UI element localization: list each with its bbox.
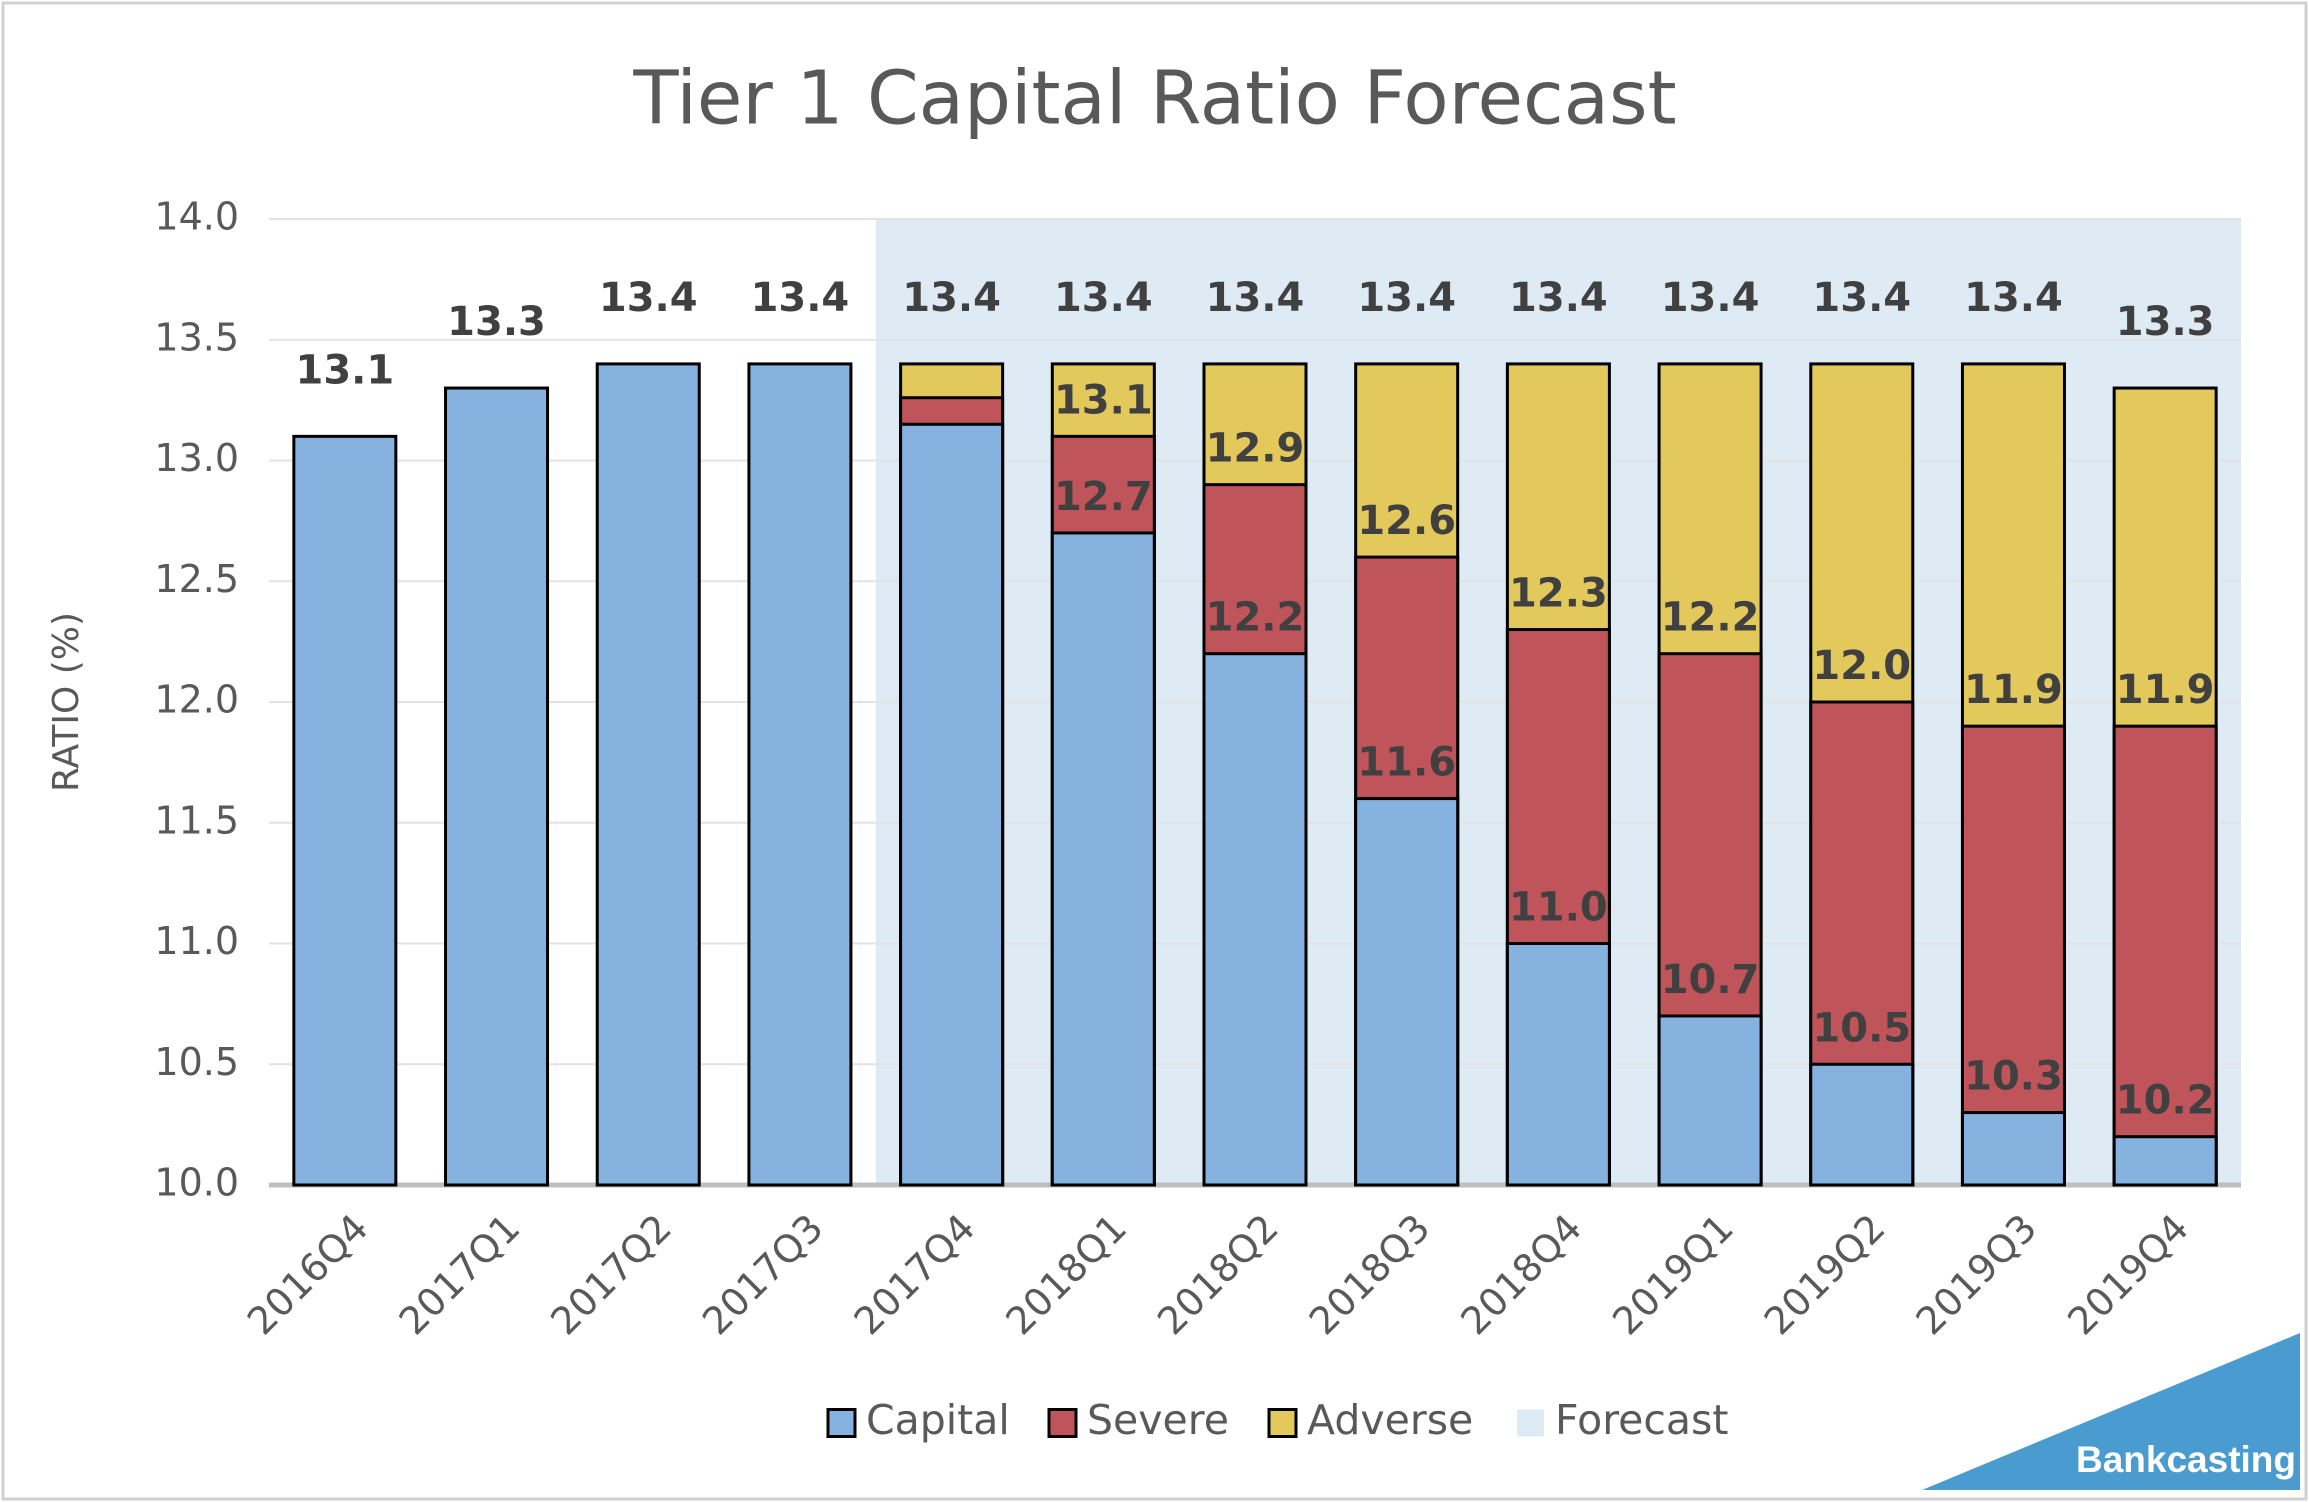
brand-text: Bankcasting (2076, 1439, 2296, 1480)
bar (747, 362, 853, 1187)
data-label: 11.9 (1964, 667, 2063, 713)
y-tick-label: 10.5 (154, 1040, 239, 1084)
data-label: 13.4 (1661, 275, 1760, 321)
legend-label: Severe (1087, 1396, 1229, 1444)
data-label: 11.6 (1357, 740, 1456, 786)
legend-label: Forecast (1555, 1396, 1729, 1444)
data-label: 10.5 (1812, 1005, 1911, 1051)
bar (2112, 1135, 2218, 1187)
y-tick-label: 12.5 (154, 557, 239, 601)
data-label: 13.4 (1054, 275, 1153, 321)
bar (2112, 724, 2218, 1187)
brand-banner (1922, 1333, 2300, 1490)
data-label: 13.1 (295, 347, 394, 393)
y-tick-label: 12.0 (154, 678, 239, 722)
legend-swatch (826, 1408, 857, 1438)
data-label: 13.4 (751, 275, 850, 321)
data-label: 12.3 (1509, 571, 1608, 617)
data-label: 13.4 (1509, 275, 1608, 321)
data-label: 13.3 (447, 299, 546, 345)
data-label: 12.2 (1661, 595, 1760, 641)
y-tick-label: 13.5 (154, 315, 239, 359)
legend-label: Adverse (1307, 1396, 1473, 1444)
bar (444, 386, 550, 1187)
y-tick-label: 11.0 (154, 919, 239, 963)
bar (1960, 1111, 2066, 1187)
data-label: 13.4 (1206, 275, 1305, 321)
data-label: 12.9 (1206, 426, 1305, 472)
data-label: 13.4 (599, 275, 698, 321)
data-label: 12.7 (1054, 474, 1153, 520)
data-label: 11.9 (2116, 667, 2215, 713)
legend-swatch (1267, 1408, 1298, 1438)
data-label: 13.4 (902, 275, 1001, 321)
bar (1354, 797, 1460, 1187)
bar (1050, 531, 1156, 1187)
bar (1657, 1014, 1763, 1187)
legend-label: Capital (866, 1396, 1010, 1444)
y-tick-label: 14.0 (154, 195, 239, 239)
bar (292, 434, 398, 1187)
y-tick-label: 13.0 (154, 436, 239, 480)
data-label: 11.0 (1509, 885, 1608, 931)
data-label: 13.3 (2116, 299, 2215, 345)
legend-swatch (1517, 1409, 1544, 1437)
data-label: 12.2 (1206, 595, 1305, 641)
legend-swatch (1047, 1408, 1078, 1438)
data-label: 10.7 (1661, 957, 1760, 1003)
data-label: 12.6 (1357, 498, 1456, 544)
bar (1960, 724, 2066, 1187)
data-label: 13.4 (1812, 275, 1911, 321)
bar (595, 362, 701, 1187)
bar (899, 422, 1005, 1187)
data-label: 13.4 (1964, 275, 2063, 321)
y-axis-label: RATIO (%) (46, 612, 87, 792)
data-label: 13.4 (1357, 275, 1456, 321)
bar (1809, 1062, 1915, 1187)
y-tick-label: 10.0 (154, 1161, 239, 1205)
data-label: 13.1 (1054, 377, 1153, 423)
bar (1505, 942, 1611, 1187)
bar (1202, 652, 1308, 1187)
y-tick-label: 11.5 (154, 798, 239, 842)
data-label: 12.0 (1812, 643, 1911, 689)
data-label: 10.3 (1964, 1054, 2063, 1100)
chart-title: Tier 1 Capital Ratio Forecast (632, 56, 1676, 142)
data-label: 10.2 (2116, 1078, 2215, 1124)
